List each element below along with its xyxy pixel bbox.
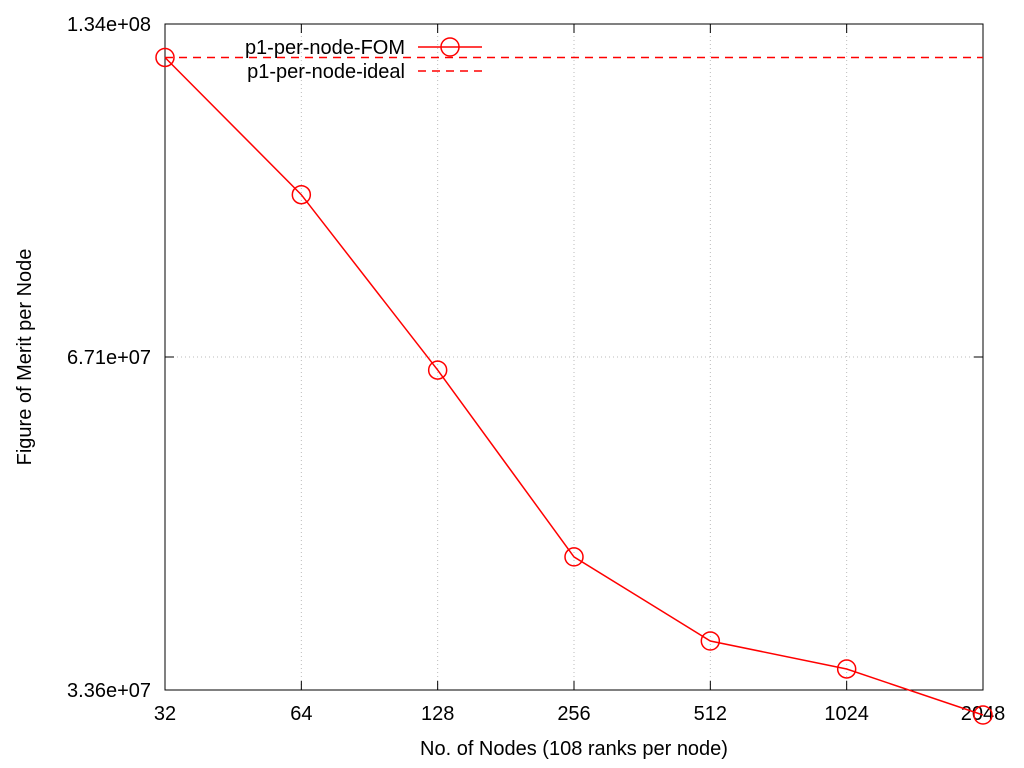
y-tick-label: 3.36e+07 xyxy=(67,680,151,702)
y-axis-label: Figure of Merit per Node xyxy=(14,249,36,466)
data-point xyxy=(973,705,993,725)
data-point xyxy=(836,659,857,679)
data-point xyxy=(155,47,175,68)
y-tick-label: 6.71e+07 xyxy=(67,347,151,369)
y-tick-label: 1.34e+08 xyxy=(67,14,151,36)
x-tick-label: 128 xyxy=(421,703,454,725)
series-p1-per-node-FOM xyxy=(155,47,993,725)
data-point xyxy=(564,547,584,567)
axis-ticks: 32 64 128 256 512 1024 2048 3.36e+07 6.71e+07 1.3… xyxy=(67,14,1005,725)
x-tick-label: 64 xyxy=(290,703,312,725)
x-tick-label: 512 xyxy=(694,703,727,725)
grid-lines xyxy=(165,24,983,690)
x-tick-label: 32 xyxy=(154,703,176,725)
data-point xyxy=(291,184,312,205)
legend-label: p1-per-node-ideal xyxy=(247,61,405,83)
legend-label: p1-per-node-FOM xyxy=(245,37,405,59)
series-line xyxy=(164,56,984,716)
legend-marker xyxy=(440,37,460,57)
data-point xyxy=(700,631,721,651)
x-tick-label: 1024 xyxy=(824,703,869,725)
x-tick-label: 2048 xyxy=(961,703,1006,725)
series-layer xyxy=(155,47,993,725)
x-axis-label: No. of Nodes (108 ranks per node) xyxy=(420,738,728,760)
data-point xyxy=(427,360,448,380)
x-tick-label: 256 xyxy=(557,703,590,725)
